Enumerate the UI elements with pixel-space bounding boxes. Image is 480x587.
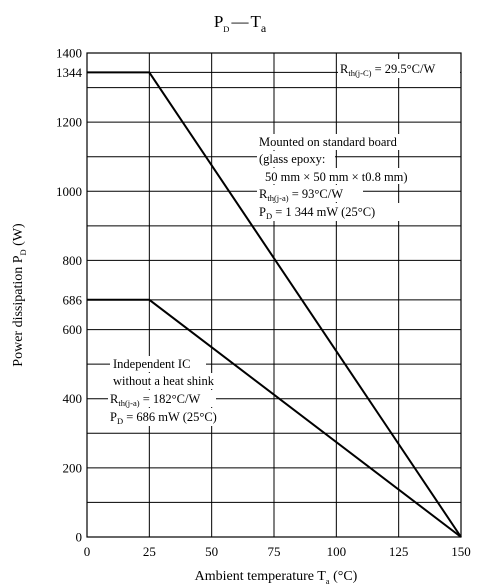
y-tick-label: 0 xyxy=(76,530,83,545)
title-var-sub: a xyxy=(261,21,267,35)
title-var: T xyxy=(250,12,261,31)
svg-text:Rth(j-a) = 182°C/W: Rth(j-a) = 182°C/W xyxy=(110,392,200,408)
ic-line1: Independent IC xyxy=(113,357,190,371)
y-tick-label: 200 xyxy=(63,460,83,475)
ic-rth-sub: th(j-a) xyxy=(118,398,139,408)
ic-rth-value: = 182°C/W xyxy=(140,392,201,406)
svg-text:Rth(j-C) = 29.5°C/W: Rth(j-C) = 29.5°C/W xyxy=(340,62,435,78)
y-tick-labels: 0 200 400 600 686 800 1000 1200 1344 1400 xyxy=(56,46,83,545)
board-line2: (glass epoxy: xyxy=(259,152,325,166)
title-main: P xyxy=(214,12,223,31)
chart-title: PD — Ta xyxy=(214,12,267,35)
x-axis-label: Ambient temperature Ta (°C) xyxy=(195,569,358,586)
ic-pd-value: = 686 mW (25°C) xyxy=(123,410,217,424)
board-line1: Mounted on standard board xyxy=(259,135,398,149)
y-tick-label: 400 xyxy=(63,391,83,406)
grid xyxy=(86,52,462,538)
series-line-1 xyxy=(87,71,462,538)
y-tick-label: 800 xyxy=(63,253,83,268)
ic-pd-symbol: P xyxy=(110,410,117,424)
x-tick-label: 100 xyxy=(327,544,347,559)
ic-rth-symbol: R xyxy=(110,392,119,406)
x-tick-label: 0 xyxy=(84,544,91,559)
rth-jc-sub: th(j-C) xyxy=(348,68,371,78)
board-pd-value: = 1 344 mW (25°C) xyxy=(272,205,375,219)
y-axis-label-sub: D xyxy=(18,249,28,255)
x-tick-label: 125 xyxy=(389,544,409,559)
y-tick-label: 600 xyxy=(63,322,83,337)
board-rth-value: = 93°C/W xyxy=(289,187,344,201)
annotation-board: Mounted on standard board (glass epoxy: … xyxy=(257,134,449,221)
svg-text:Rth(j-a) = 93°C/W: Rth(j-a) = 93°C/W xyxy=(259,187,343,203)
y-tick-label: 1400 xyxy=(56,46,82,61)
x-tick-labels: 0 25 50 75 100 125 150 xyxy=(84,544,471,559)
rth-jc-symbol: R xyxy=(340,62,349,76)
x-tick-label: 75 xyxy=(268,544,281,559)
y-tick-label: 1200 xyxy=(56,115,82,130)
series-line-2 xyxy=(87,298,462,538)
board-pd-symbol: P xyxy=(259,205,266,219)
ic-pd-sub: D xyxy=(117,416,123,426)
x-axis-label-text: Ambient temperature T xyxy=(195,569,327,584)
x-axis-label-sub: a xyxy=(326,576,330,586)
y-tick-label: 686 xyxy=(63,292,83,307)
board-rth-sub: th(j-a) xyxy=(267,193,288,203)
x-tick-label: 150 xyxy=(451,544,471,559)
y-tick-label: 1000 xyxy=(56,184,82,199)
y-tick-label: 1344 xyxy=(56,65,83,80)
x-axis-label-unit: (°C) xyxy=(330,569,358,584)
y-axis-label: Power dissipation PD (W) xyxy=(11,223,28,367)
ic-line2: without a heat shink xyxy=(113,374,215,388)
board-rth-symbol: R xyxy=(259,187,268,201)
x-tick-label: 25 xyxy=(143,544,156,559)
board-pd-sub: D xyxy=(266,211,272,221)
title-main-sub: D xyxy=(223,24,229,34)
y-axis-label-text: Power dissipation P xyxy=(11,255,26,366)
rth-jc-value: = 29.5°C/W xyxy=(371,62,435,76)
y-axis-label-unit: (W) xyxy=(11,223,26,249)
svg-text:PD = 686 mW (25°C): PD = 686 mW (25°C) xyxy=(110,410,217,426)
board-line3: 50 mm × 50 mm × t0.8 mm) xyxy=(265,170,408,184)
x-tick-label: 50 xyxy=(205,544,218,559)
title-dash: — xyxy=(230,12,249,31)
series-lines xyxy=(87,71,462,538)
plot-frame xyxy=(86,52,462,538)
svg-text:PD = 1 344 mW (25°C): PD = 1 344 mW (25°C) xyxy=(259,205,375,221)
annotation-rth-jc: Rth(j-C) = 29.5°C/W xyxy=(338,59,460,78)
annotation-ic: Independent IC without a heat shink Rth(… xyxy=(108,356,258,426)
